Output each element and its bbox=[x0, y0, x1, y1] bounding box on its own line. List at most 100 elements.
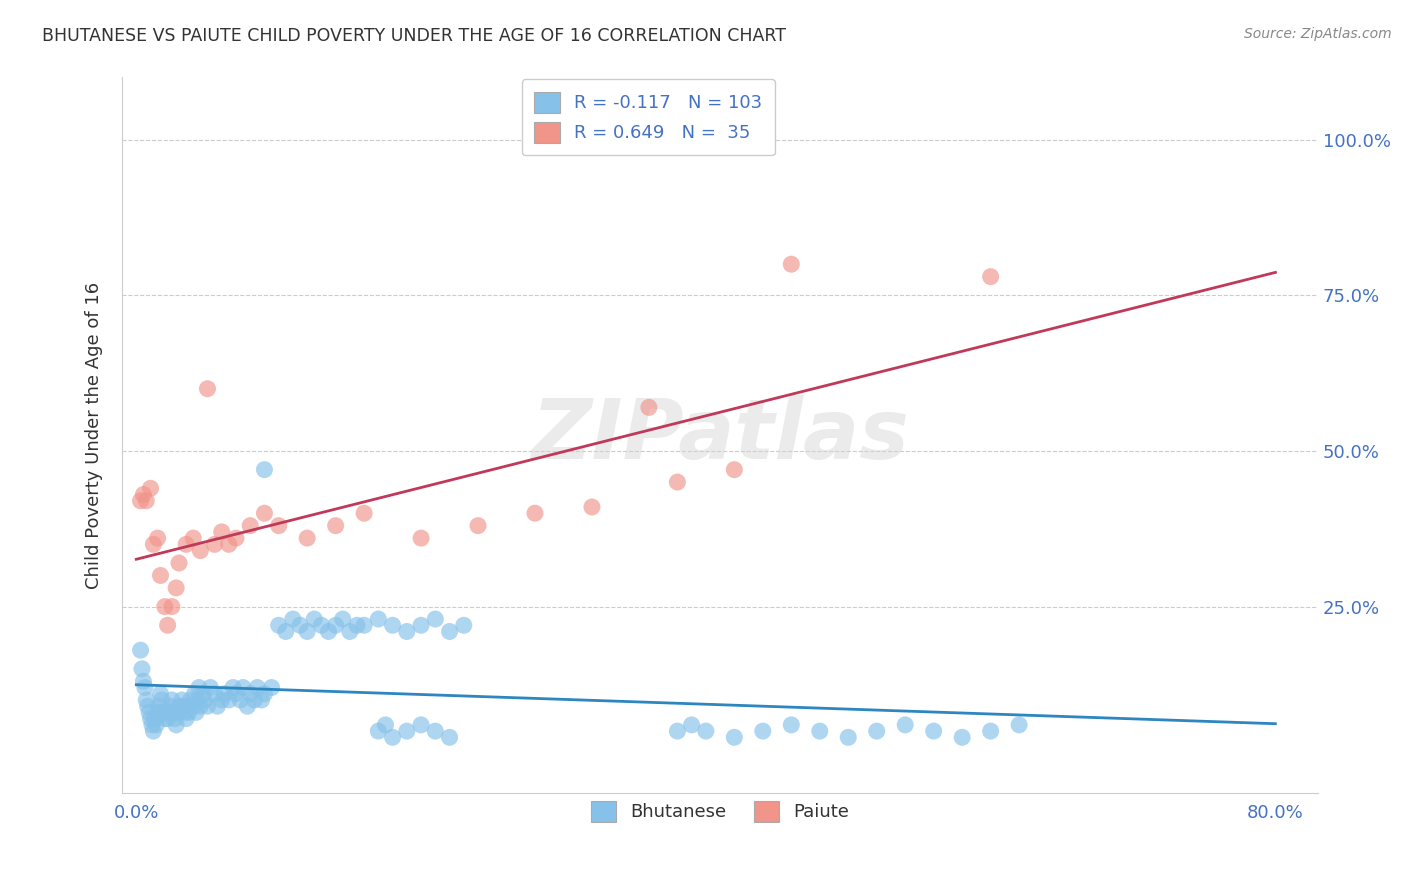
Point bbox=[207, 699, 229, 714]
Point bbox=[780, 257, 803, 271]
Point bbox=[367, 724, 389, 739]
Point bbox=[581, 500, 603, 514]
Point bbox=[752, 724, 775, 739]
Point bbox=[197, 699, 219, 714]
Text: ZIPatlas: ZIPatlas bbox=[531, 395, 910, 476]
Point bbox=[181, 531, 204, 545]
Point bbox=[260, 681, 283, 695]
Point bbox=[187, 681, 209, 695]
Point bbox=[1008, 718, 1031, 732]
Point bbox=[453, 618, 475, 632]
Point bbox=[922, 724, 945, 739]
Point bbox=[170, 693, 193, 707]
Point bbox=[439, 731, 461, 745]
Point bbox=[165, 718, 187, 732]
Point bbox=[332, 612, 354, 626]
Point bbox=[225, 687, 247, 701]
Point bbox=[141, 718, 163, 732]
Point bbox=[318, 624, 340, 639]
Point bbox=[193, 687, 215, 701]
Point bbox=[409, 618, 432, 632]
Point bbox=[304, 612, 326, 626]
Point bbox=[288, 618, 311, 632]
Point bbox=[142, 724, 165, 739]
Point bbox=[197, 382, 219, 396]
Point bbox=[229, 693, 252, 707]
Point bbox=[246, 681, 269, 695]
Y-axis label: Child Poverty Under the Age of 16: Child Poverty Under the Age of 16 bbox=[86, 282, 103, 589]
Point bbox=[172, 699, 194, 714]
Point bbox=[166, 706, 188, 720]
Point bbox=[211, 693, 233, 707]
Point bbox=[186, 693, 208, 707]
Point bbox=[167, 699, 190, 714]
Point bbox=[295, 624, 318, 639]
Point bbox=[395, 724, 418, 739]
Point bbox=[155, 706, 177, 720]
Point bbox=[148, 699, 170, 714]
Point bbox=[723, 731, 745, 745]
Point bbox=[524, 506, 547, 520]
Point bbox=[153, 712, 176, 726]
Text: Source: ZipAtlas.com: Source: ZipAtlas.com bbox=[1244, 27, 1392, 41]
Point bbox=[138, 706, 160, 720]
Point bbox=[325, 618, 347, 632]
Point bbox=[132, 487, 155, 501]
Point bbox=[638, 401, 661, 415]
Point bbox=[135, 693, 157, 707]
Point bbox=[165, 581, 187, 595]
Point bbox=[239, 518, 262, 533]
Point bbox=[162, 706, 184, 720]
Point bbox=[243, 693, 266, 707]
Point bbox=[149, 568, 172, 582]
Point bbox=[808, 724, 831, 739]
Point bbox=[425, 724, 447, 739]
Point bbox=[163, 712, 186, 726]
Point bbox=[780, 718, 803, 732]
Point bbox=[181, 699, 204, 714]
Point bbox=[139, 712, 162, 726]
Point bbox=[281, 612, 304, 626]
Point bbox=[156, 618, 179, 632]
Point bbox=[136, 699, 159, 714]
Point bbox=[174, 712, 197, 726]
Point bbox=[190, 699, 212, 714]
Point bbox=[135, 493, 157, 508]
Text: BHUTANESE VS PAIUTE CHILD POVERTY UNDER THE AGE OF 16 CORRELATION CHART: BHUTANESE VS PAIUTE CHILD POVERTY UNDER … bbox=[42, 27, 786, 45]
Point bbox=[666, 475, 689, 489]
Point bbox=[236, 699, 259, 714]
Point bbox=[274, 624, 297, 639]
Point bbox=[894, 718, 917, 732]
Point bbox=[173, 706, 195, 720]
Point bbox=[681, 718, 703, 732]
Point bbox=[160, 599, 183, 614]
Point bbox=[374, 718, 396, 732]
Point bbox=[149, 687, 172, 701]
Point bbox=[146, 706, 169, 720]
Point bbox=[200, 681, 222, 695]
Point bbox=[211, 524, 233, 539]
Point bbox=[218, 693, 240, 707]
Point bbox=[156, 712, 179, 726]
Point bbox=[425, 612, 447, 626]
Point bbox=[232, 681, 254, 695]
Point bbox=[837, 731, 859, 745]
Point bbox=[129, 493, 152, 508]
Point bbox=[131, 662, 153, 676]
Point bbox=[381, 618, 404, 632]
Legend: Bhutanese, Paiute: Bhutanese, Paiute bbox=[578, 789, 862, 834]
Point bbox=[467, 518, 489, 533]
Point bbox=[439, 624, 461, 639]
Point bbox=[381, 731, 404, 745]
Point bbox=[157, 706, 180, 720]
Point bbox=[253, 462, 276, 476]
Point bbox=[176, 699, 198, 714]
Point bbox=[129, 643, 152, 657]
Point bbox=[145, 718, 167, 732]
Point bbox=[179, 693, 201, 707]
Point bbox=[225, 531, 247, 545]
Point bbox=[723, 462, 745, 476]
Point bbox=[267, 518, 290, 533]
Point bbox=[150, 693, 173, 707]
Point bbox=[980, 269, 1002, 284]
